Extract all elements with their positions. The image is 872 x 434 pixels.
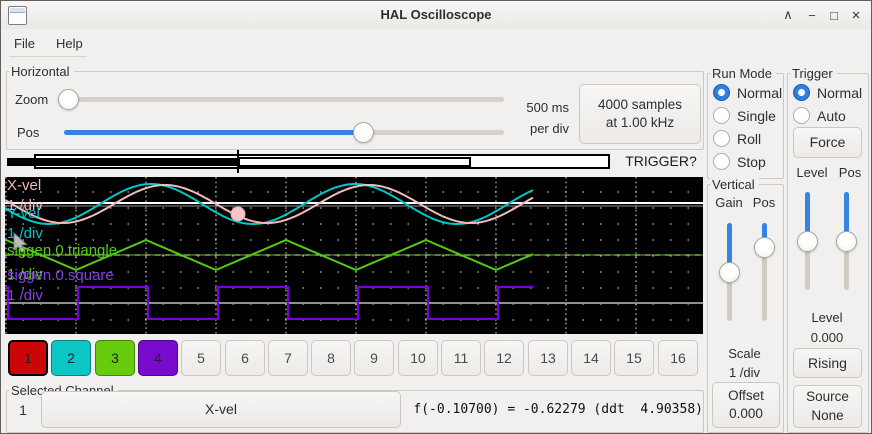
radio-icon[interactable] xyxy=(713,84,730,101)
titlebar: HAL Oscilloscope ∧ − □ × xyxy=(1,1,871,30)
vertical-gain-slider-label: Gain xyxy=(711,195,747,210)
scope-channel-label: 1 /div xyxy=(7,226,43,242)
zoom-slider-thumb[interactable] xyxy=(58,89,79,110)
trigger-level-value: 0.000 xyxy=(787,330,867,345)
channel-button-15[interactable]: 15 xyxy=(614,340,654,376)
run-mode-radio-single[interactable]: Single xyxy=(713,107,782,124)
zoom-slider-label: Zoom xyxy=(15,92,48,107)
vertical-scale-value: 1 /div xyxy=(707,365,782,380)
close-window-icon[interactable]: × xyxy=(845,1,867,29)
selected-channel-number: 1 xyxy=(11,402,35,418)
scope-channel-label: Y-vel xyxy=(7,206,40,222)
channel-button-6[interactable]: 6 xyxy=(225,340,265,376)
trigger-level-caption: Level xyxy=(787,310,867,325)
menu-item-help[interactable]: Help xyxy=(56,36,83,51)
vertical-offset-line1: Offset xyxy=(728,387,764,405)
trigger-status-label: TRIGGER? xyxy=(619,153,703,169)
trigger-source-line1: Source xyxy=(806,388,849,406)
scope-display[interactable]: X-vel1 /divY-vel1 /divsiggen.0.triangle1… xyxy=(5,177,703,334)
run-mode-radio-roll[interactable]: Roll xyxy=(713,130,782,147)
channel-button-2[interactable]: 2 xyxy=(51,340,91,376)
trigger-edge-button[interactable]: Rising xyxy=(793,348,862,378)
scope-channel-label: X-vel xyxy=(7,178,41,194)
run-mode-radio-stop[interactable]: Stop xyxy=(713,153,782,170)
menubar: File Help xyxy=(1,29,871,57)
vertical-offset-line2: 0.000 xyxy=(729,405,763,423)
channel-button-9[interactable]: 9 xyxy=(354,340,394,376)
trigger-level-slider-thumb[interactable] xyxy=(797,231,818,252)
menubar-separator xyxy=(9,56,87,57)
trigger-level-slider-label: Level xyxy=(793,165,831,180)
minimize-window-icon[interactable]: − xyxy=(801,1,823,29)
radio-label: Single xyxy=(737,108,776,124)
channel-button-8[interactable]: 8 xyxy=(311,340,351,376)
rate-per-div-line1: 500 ms xyxy=(499,100,569,115)
scope-channel-label: siggen.0.square xyxy=(7,268,114,284)
trigger-source-button[interactable]: Source None xyxy=(793,385,862,428)
record-filled-bar xyxy=(7,158,238,166)
window-title: HAL Oscilloscope xyxy=(1,7,871,22)
trigger-group-title: Trigger xyxy=(790,66,837,81)
radio-icon[interactable] xyxy=(713,130,730,147)
radio-label: Normal xyxy=(817,85,862,101)
shade-window-icon[interactable]: ∧ xyxy=(777,1,799,29)
pos-slider-label: Pos xyxy=(17,125,39,140)
menu-item-file[interactable]: File xyxy=(14,36,35,51)
radio-label: Roll xyxy=(737,131,761,147)
trigger-pos-slider-thumb[interactable] xyxy=(836,231,857,252)
rate-per-div-line2: per div xyxy=(499,121,569,136)
sample-rate-button[interactable]: 4000 samples at 1.00 kHz xyxy=(579,84,701,144)
record-window-bar xyxy=(238,157,471,167)
vertical-group-title: Vertical xyxy=(710,177,759,192)
radio-label: Normal xyxy=(737,85,782,101)
channel-button-11[interactable]: 11 xyxy=(441,340,481,376)
maximize-window-icon[interactable]: □ xyxy=(823,1,845,29)
app-window: HAL Oscilloscope ∧ − □ × File Help Horizo… xyxy=(0,0,872,434)
channel-button-14[interactable]: 14 xyxy=(571,340,611,376)
radio-icon[interactable] xyxy=(793,84,810,101)
horizontal-pos-slider-track[interactable] xyxy=(64,130,504,135)
channel-button-13[interactable]: 13 xyxy=(528,340,568,376)
vertical-pos-slider-label: Pos xyxy=(749,195,779,210)
radio-label: Auto xyxy=(817,108,846,124)
channel-button-12[interactable]: 12 xyxy=(484,340,524,376)
vertical-pos-slider-thumb[interactable] xyxy=(754,237,775,258)
run-mode-radio-normal[interactable]: Normal xyxy=(713,84,782,101)
horizontal-pos-slider-thumb[interactable] xyxy=(353,122,374,143)
scope-channel-label: siggen.0.triangle xyxy=(7,243,117,259)
radio-icon[interactable] xyxy=(713,107,730,124)
trigger-radio-normal[interactable]: Normal xyxy=(793,84,862,101)
run-mode-group-title: Run Mode xyxy=(710,66,776,81)
channel-value-readout: f(-0.10700) = -0.62279 (ddt 4.90358) xyxy=(399,402,703,417)
horizontal-group-title: Horizontal xyxy=(9,64,74,79)
channel-button-4[interactable]: 4 xyxy=(138,340,178,376)
trigger-source-line2: None xyxy=(811,407,843,425)
record-position-tick xyxy=(237,150,239,173)
scope-channel-label: 1 /div xyxy=(7,288,43,304)
radio-icon[interactable] xyxy=(793,107,810,124)
zoom-slider-track[interactable] xyxy=(58,97,504,102)
sample-rate-line2: at 1.00 kHz xyxy=(606,114,674,132)
vertical-scale-caption: Scale xyxy=(707,346,782,361)
vertical-offset-button[interactable]: Offset 0.000 xyxy=(712,382,780,428)
sample-rate-line1: 4000 samples xyxy=(598,96,682,114)
probe-marker xyxy=(231,207,245,221)
channel-button-16[interactable]: 16 xyxy=(658,340,698,376)
channel-button-7[interactable]: 7 xyxy=(268,340,308,376)
channel-button-5[interactable]: 5 xyxy=(181,340,221,376)
trigger-force-button[interactable]: Force xyxy=(793,127,862,158)
channel-button-1[interactable]: 1 xyxy=(8,340,48,376)
selected-channel-name-button[interactable]: X-vel xyxy=(41,391,401,428)
radio-label: Stop xyxy=(737,154,766,170)
channel-button-3[interactable]: 3 xyxy=(95,340,135,376)
channel-button-10[interactable]: 10 xyxy=(398,340,438,376)
radio-icon[interactable] xyxy=(713,153,730,170)
trigger-radio-auto[interactable]: Auto xyxy=(793,107,862,124)
trigger-pos-slider-label: Pos xyxy=(836,165,864,180)
